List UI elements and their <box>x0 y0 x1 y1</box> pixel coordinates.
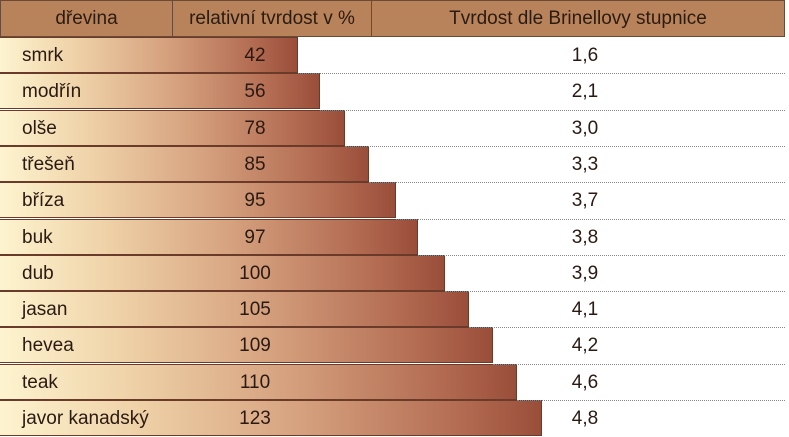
hardness-bar <box>0 37 298 73</box>
row-divider <box>345 145 785 147</box>
row-divider <box>369 182 785 184</box>
wood-name: buk <box>22 226 53 248</box>
brinell-hardness-value: 4,2 <box>571 335 599 357</box>
brinell-hardness-value: 3,9 <box>571 262 599 284</box>
relative-hardness-value: 42 <box>244 45 266 66</box>
wood-name: teak <box>22 371 58 393</box>
brinell-hardness-value: 4,8 <box>571 408 599 429</box>
wood-name: javor kanadský <box>22 408 149 429</box>
table-row: javor kanadský 123 4,8 <box>0 400 789 436</box>
hardness-bar <box>0 182 396 219</box>
table-row: hevea 109 4,2 <box>0 327 789 364</box>
wood-name: smrk <box>22 45 64 66</box>
hardness-bar <box>0 218 418 255</box>
wood-name: jasan <box>22 299 68 321</box>
row-divider <box>493 363 785 365</box>
table-row: teak 110 4,6 <box>0 363 789 400</box>
row-divider <box>298 73 785 75</box>
wood-name: bříza <box>22 190 65 212</box>
header-wood: dřevina <box>0 0 173 37</box>
hardness-bar <box>0 400 542 436</box>
hardness-bar <box>0 109 345 146</box>
row-divider <box>517 400 785 401</box>
table-row: třešeň 85 3,3 <box>0 145 789 182</box>
relative-hardness-value: 110 <box>239 371 271 393</box>
relative-hardness-value: 109 <box>239 335 271 357</box>
wood-name: třešeň <box>22 153 75 175</box>
relative-hardness-value: 95 <box>244 190 266 212</box>
row-divider <box>445 291 785 293</box>
table-row: dub 100 3,9 <box>0 254 789 291</box>
brinell-hardness-value: 1,6 <box>571 45 599 66</box>
brinell-hardness-value: 4,6 <box>571 371 599 393</box>
relative-hardness-value: 78 <box>244 117 266 139</box>
table-row: modřín 56 2,1 <box>0 73 789 110</box>
table-row: smrk 42 1,6 <box>0 37 789 73</box>
row-divider <box>396 218 785 220</box>
relative-hardness-value: 100 <box>239 262 271 284</box>
wood-name: modřín <box>22 81 82 103</box>
brinell-hardness-value: 2,1 <box>571 81 599 103</box>
row-divider <box>469 327 785 329</box>
hardness-bar <box>0 254 445 291</box>
row-divider <box>320 109 785 111</box>
header-brinell-hardness: Tvrdost dle Brinellovy stupnice <box>371 0 785 37</box>
brinell-hardness-value: 3,8 <box>571 226 599 248</box>
brinell-hardness-value: 4,1 <box>571 299 599 321</box>
header-relative-hardness: relativní tvrdost v % <box>172 0 372 37</box>
table-row: bříza 95 3,7 <box>0 182 789 219</box>
hardness-bar <box>0 145 369 182</box>
relative-hardness-value: 97 <box>244 226 266 248</box>
brinell-hardness-value: 3,3 <box>571 153 599 175</box>
relative-hardness-value: 56 <box>244 81 266 103</box>
brinell-hardness-value: 3,7 <box>571 190 599 212</box>
wood-name: dub <box>22 262 54 284</box>
table-row: olše 78 3,0 <box>0 109 789 146</box>
wood-name: hevea <box>22 335 74 357</box>
wood-name: olše <box>22 117 57 139</box>
hardness-bar <box>0 73 320 110</box>
table-row: buk 97 3,8 <box>0 218 789 255</box>
row-divider <box>418 254 785 256</box>
relative-hardness-value: 105 <box>239 299 271 321</box>
hardness-bar <box>0 291 469 328</box>
hardness-bar <box>0 363 517 400</box>
table-row: jasan 105 4,1 <box>0 291 789 328</box>
hardness-bar <box>0 327 493 364</box>
relative-hardness-value: 85 <box>244 153 266 175</box>
brinell-hardness-value: 3,0 <box>571 117 599 139</box>
relative-hardness-value: 123 <box>239 408 271 429</box>
